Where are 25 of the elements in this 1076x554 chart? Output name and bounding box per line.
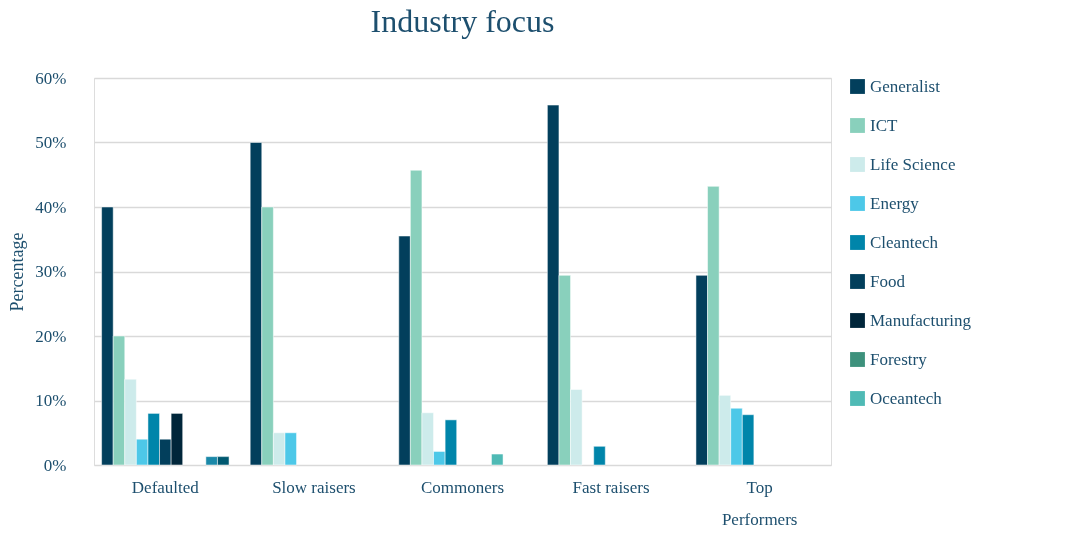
y-tick-label: 60% (35, 68, 67, 88)
y-tick-label: 10% (35, 391, 67, 410)
y-tick-label: 50% (35, 133, 67, 152)
legend-label: Forestry (870, 349, 928, 369)
legend-label: Energy (870, 193, 920, 213)
legend-label: Life Science (870, 154, 956, 174)
legend-label: Food (870, 271, 906, 291)
legend-label: Cleantech (870, 232, 939, 252)
y-axis-title: Percentage (7, 232, 28, 312)
bar (593, 446, 606, 466)
y-tick-label: 30% (35, 262, 67, 281)
legend-label: Generalist (870, 76, 941, 96)
legend-label: Oceantech (870, 388, 943, 408)
bar (491, 453, 504, 466)
x-tick-label: Fast raisers (572, 477, 650, 497)
legend-label: ICT (870, 115, 898, 135)
legend-label: Manufacturing (870, 310, 972, 330)
y-tick-label: 40% (35, 197, 67, 217)
x-tick-label: Defaulted (131, 477, 200, 497)
x-tick-label: Slow raisers (272, 477, 356, 497)
x-tick-label: Top Performers (721, 477, 798, 529)
y-tick-label: 0% (43, 455, 67, 475)
y-tick-label: 20% (35, 326, 67, 346)
x-tick-label: Commoners (420, 477, 505, 497)
chart-title: Industry focus (370, 3, 555, 39)
